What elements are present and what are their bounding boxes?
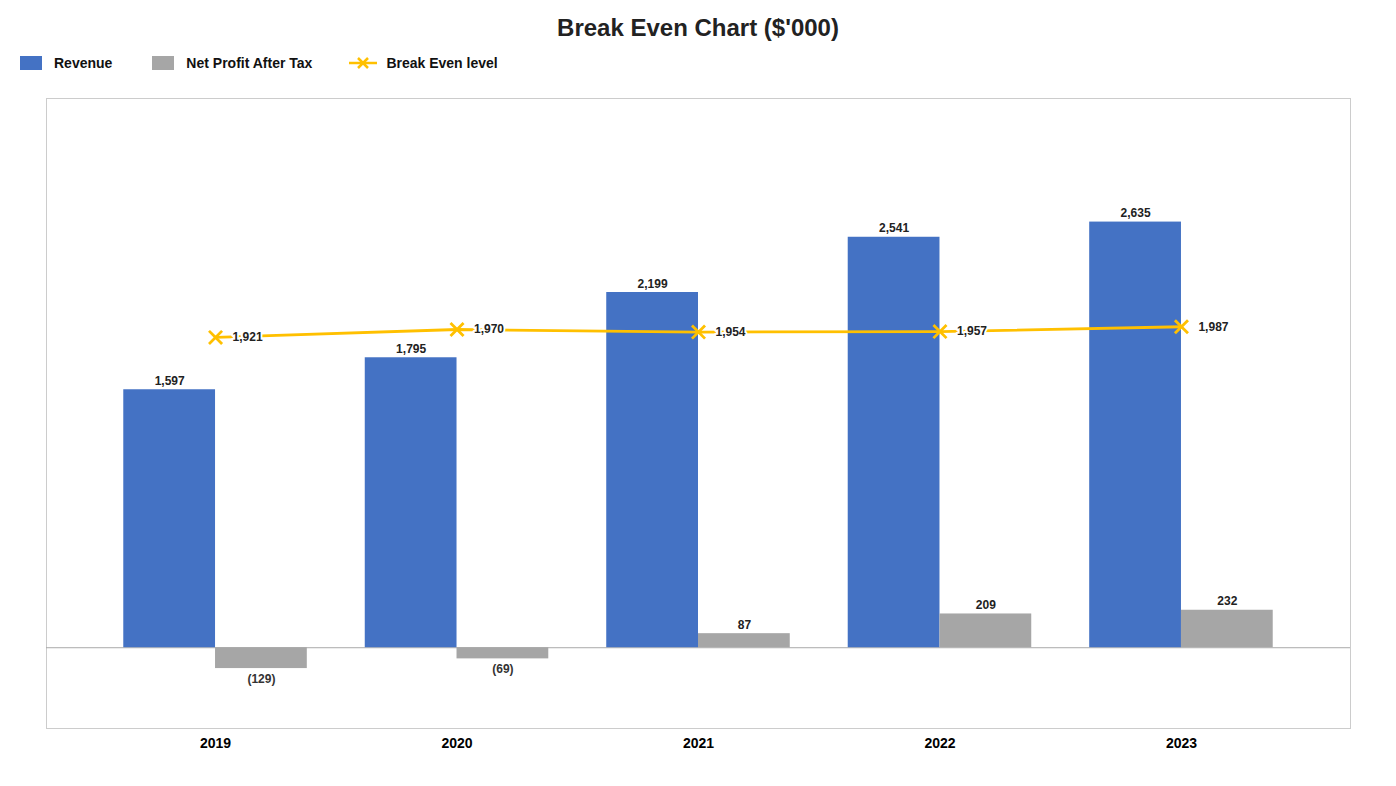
svg-text:2021: 2021 [683,735,714,751]
svg-text:1,957: 1,957 [957,324,987,338]
svg-text:1,954: 1,954 [715,325,745,339]
svg-text:2,541: 2,541 [879,221,909,235]
svg-text:2,199: 2,199 [638,277,668,291]
svg-text:232: 232 [1217,594,1237,608]
html-text:Net Profit After Tax: Net Profit After Tax [186,55,313,71]
svg-text:1,970: 1,970 [474,322,504,336]
svg-text:1,795: 1,795 [396,342,426,356]
svg-text:1,921: 1,921 [233,330,263,344]
svg-text:2023: 2023 [1166,735,1197,751]
html-text:Revenue: Revenue [54,55,113,71]
svg-text:209: 209 [976,598,996,612]
svg-text:(69): (69) [492,662,513,676]
svg-text:2019: 2019 [200,735,231,751]
html-text:Break Even level: Break Even level [386,55,498,71]
svg-text:87: 87 [738,618,752,632]
svg-text:1,597: 1,597 [155,374,185,388]
svg-text:2,635: 2,635 [1121,206,1151,220]
svg-text:(129): (129) [247,672,275,686]
svg-text:1,987: 1,987 [1198,320,1228,334]
html-text:Break Even Chart ($'000): Break Even Chart ($'000) [557,14,839,41]
svg-text:2022: 2022 [924,735,955,751]
svg-text:2020: 2020 [441,735,472,751]
